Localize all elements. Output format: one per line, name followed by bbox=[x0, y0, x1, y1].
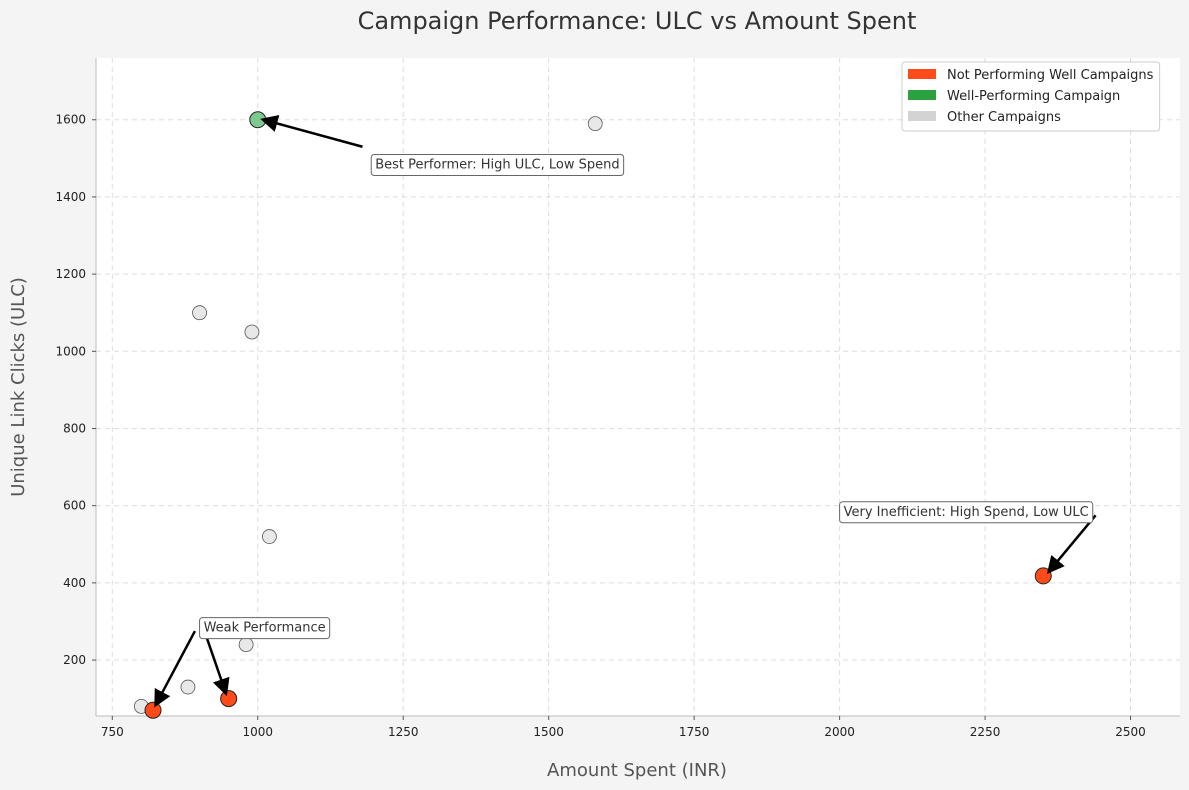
legend-swatch bbox=[908, 90, 936, 100]
data-point bbox=[144, 701, 162, 719]
annotation-box bbox=[839, 501, 1094, 524]
x-axis-title: Amount Spent (INR) bbox=[547, 760, 727, 781]
legend-swatch bbox=[908, 69, 936, 79]
annotations: Best Performer: High ULC, Low Spend Very … bbox=[154, 114, 1097, 708]
annotation-text: Best Performer: High ULC, Low Spend bbox=[375, 157, 619, 172]
y-tick-label: 1200 bbox=[55, 267, 86, 281]
y-tick-label: 200 bbox=[63, 653, 86, 667]
x-tick-label: 1750 bbox=[679, 725, 710, 739]
x-tick-label: 1250 bbox=[388, 725, 419, 739]
data-point bbox=[180, 679, 196, 695]
annotation-box bbox=[370, 153, 625, 176]
annotation-text: Weak Performance bbox=[204, 621, 326, 636]
ticks: 750 1000 1250 1500 1750 2000 2250 2500 200 400 600… bbox=[55, 113, 1145, 739]
x-tick-label: 1500 bbox=[533, 725, 564, 739]
legend-label: Well-Performing Campaign bbox=[947, 89, 1120, 104]
annotation-arrow bbox=[260, 114, 363, 148]
annotation-box bbox=[199, 617, 331, 640]
x-tick-label: 2250 bbox=[970, 725, 1001, 739]
x-tick-label: 750 bbox=[101, 725, 124, 739]
legend-label: Not Performing Well Campaigns bbox=[947, 68, 1154, 83]
legend-label: Other Campaigns bbox=[947, 110, 1061, 125]
y-tick-label: 1000 bbox=[55, 344, 86, 358]
data-point bbox=[238, 637, 254, 653]
annotation-arrow bbox=[1046, 514, 1097, 574]
data-point bbox=[192, 305, 207, 321]
y-tick-label: 1400 bbox=[55, 190, 86, 204]
y-tick-label: 600 bbox=[63, 499, 86, 513]
grid bbox=[96, 58, 1180, 716]
y-tick-label: 1600 bbox=[55, 113, 86, 127]
annotation-arrow bbox=[154, 630, 197, 708]
legend-box bbox=[901, 61, 1161, 132]
plot-area bbox=[96, 58, 1180, 716]
data-point bbox=[249, 111, 267, 129]
legend: Not Performing Well Campaigns Well-Perfor… bbox=[901, 61, 1161, 132]
annotation-text: Very Inefficient: High Spend, Low ULC bbox=[844, 505, 1089, 520]
data-point bbox=[220, 690, 238, 708]
y-tick-label: 400 bbox=[63, 576, 86, 590]
y-axis-title: Unique Link Clicks (ULC) bbox=[8, 277, 29, 497]
legend-swatch bbox=[908, 111, 936, 121]
x-tick-label: 1000 bbox=[242, 725, 273, 739]
y-tick-label: 800 bbox=[63, 421, 86, 435]
x-tick-label: 2000 bbox=[824, 725, 855, 739]
data-point bbox=[244, 324, 260, 340]
chart-title: Campaign Performance: ULC vs Amount Spen… bbox=[358, 7, 917, 35]
x-tick-label: 2500 bbox=[1115, 725, 1146, 739]
data-point bbox=[261, 529, 277, 544]
data-point bbox=[587, 116, 603, 132]
